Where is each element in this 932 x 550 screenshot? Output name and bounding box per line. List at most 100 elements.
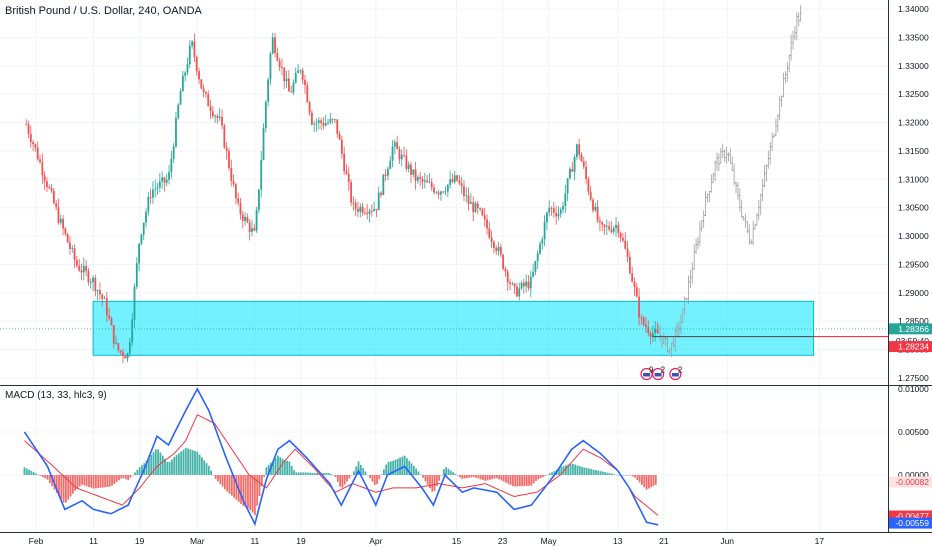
macd-histogram-bar: [226, 475, 229, 492]
macd-histogram-bar: [525, 475, 528, 486]
macd-histogram-bar: [30, 470, 33, 475]
candle-body: [601, 222, 604, 225]
demand-zone-rectangle[interactable]: [92, 300, 815, 356]
symbol-title[interactable]: British Pound / U.S. Dollar, 240, OANDA: [5, 5, 202, 17]
candle-body: [421, 178, 424, 182]
candle-body: [596, 206, 599, 221]
macd-histogram-bar: [297, 472, 300, 475]
candle-body: [615, 225, 617, 228]
candle-body: [287, 78, 290, 92]
macd-histogram-bar: [502, 475, 505, 482]
macd-histogram-bar: [369, 475, 371, 479]
macd-histogram-bar: [357, 461, 360, 475]
macd-axis-label: 0.01000: [898, 384, 929, 394]
candle-body: [612, 227, 615, 232]
candle-body: [112, 325, 115, 344]
macd-histogram-bar: [108, 475, 111, 487]
current-price-tag: [889, 323, 932, 335]
candle-body: [34, 144, 37, 148]
macd-histogram-bar: [424, 475, 427, 482]
candle-body: [124, 356, 127, 359]
macd-histogram-bar: [590, 469, 593, 475]
candle-body: [117, 343, 120, 351]
macd-histogram-bar: [99, 475, 102, 488]
macd-histogram-bar: [654, 475, 657, 485]
macd-histogram-bar: [279, 457, 282, 475]
candle-body: [497, 246, 500, 252]
candle-body: [493, 241, 495, 248]
flag-stripe: [643, 373, 651, 377]
price-axis-label: 1.32000: [898, 118, 929, 128]
price-axis-label: 1.27500: [898, 373, 929, 383]
candle-body: [407, 164, 410, 169]
macd-histogram-bar: [509, 475, 512, 485]
candle-body: [248, 222, 251, 233]
macd-histogram-bar: [389, 461, 392, 475]
macd-histogram-bar: [122, 475, 125, 479]
macd-histogram-bar: [164, 458, 166, 475]
price-axis-label: 1.31500: [898, 146, 929, 156]
candle-body: [375, 208, 378, 211]
macd-histogram-bar: [433, 475, 436, 491]
macd-histogram-bar: [376, 475, 378, 485]
candle-body: [29, 133, 32, 143]
macd-title[interactable]: MACD (13, 33, hlc3, 9): [5, 390, 107, 401]
candle-body: [589, 191, 592, 200]
macd-histogram-bar: [484, 475, 487, 481]
candle-body: [331, 119, 334, 120]
macd-axis-label: 0.00500: [898, 427, 929, 437]
macd-histogram-bar: [355, 466, 358, 475]
candle-body: [463, 185, 465, 196]
macd-histogram-bar: [28, 469, 30, 475]
candle-body: [297, 70, 299, 73]
candle-body: [585, 166, 587, 179]
candle-body: [131, 319, 134, 343]
macd-histogram-bar: [37, 474, 40, 476]
candle-body: [108, 315, 111, 319]
candle-body: [361, 206, 364, 213]
price-axis-label: 1.29500: [898, 259, 929, 269]
candle-body: [522, 282, 525, 287]
candle-body: [382, 174, 385, 195]
candle-body: [244, 216, 246, 221]
candle-body: [516, 286, 518, 297]
candle-body: [536, 253, 539, 262]
macd-histogram-bar: [173, 456, 176, 475]
candle-body: [52, 190, 55, 204]
macd-histogram-bar: [180, 451, 183, 475]
macd-histogram-bar: [224, 475, 226, 490]
macd-histogram-bar: [551, 472, 553, 475]
candle-body: [336, 119, 339, 134]
macd-histogram-bar: [470, 475, 473, 478]
candle-body: [82, 265, 85, 273]
candle-body: [221, 116, 223, 126]
candle-body: [103, 298, 106, 299]
candle-body: [587, 178, 590, 192]
macd-histogram-bar: [452, 472, 454, 475]
macd-histogram-bar: [629, 475, 632, 476]
macd-histogram-bar: [638, 475, 641, 483]
candle-body: [518, 288, 521, 297]
time-axis-label: 23: [498, 536, 508, 546]
candle-body: [290, 91, 293, 93]
candle-body: [99, 290, 101, 295]
macd-histogram-bar: [634, 475, 636, 478]
macd-histogram-bar: [618, 475, 620, 476]
candle-body: [423, 180, 426, 182]
candle-body: [552, 208, 555, 213]
candle-body: [426, 180, 429, 183]
macd-histogram-bar: [242, 475, 245, 506]
candle-body: [532, 271, 534, 277]
candle-body: [366, 212, 369, 214]
macd-histogram-bar: [240, 475, 242, 504]
candle-body: [138, 243, 141, 264]
candle-body: [69, 242, 71, 249]
macd-histogram-bar: [512, 475, 514, 487]
macd-histogram-bar: [330, 473, 332, 475]
macd-histogram-bar: [613, 474, 616, 475]
price-axis-label: 1.34000: [898, 4, 929, 14]
candle-body: [594, 206, 597, 211]
price-axis-label: 1.29000: [898, 288, 929, 298]
macd-histogram-bar: [647, 475, 650, 489]
